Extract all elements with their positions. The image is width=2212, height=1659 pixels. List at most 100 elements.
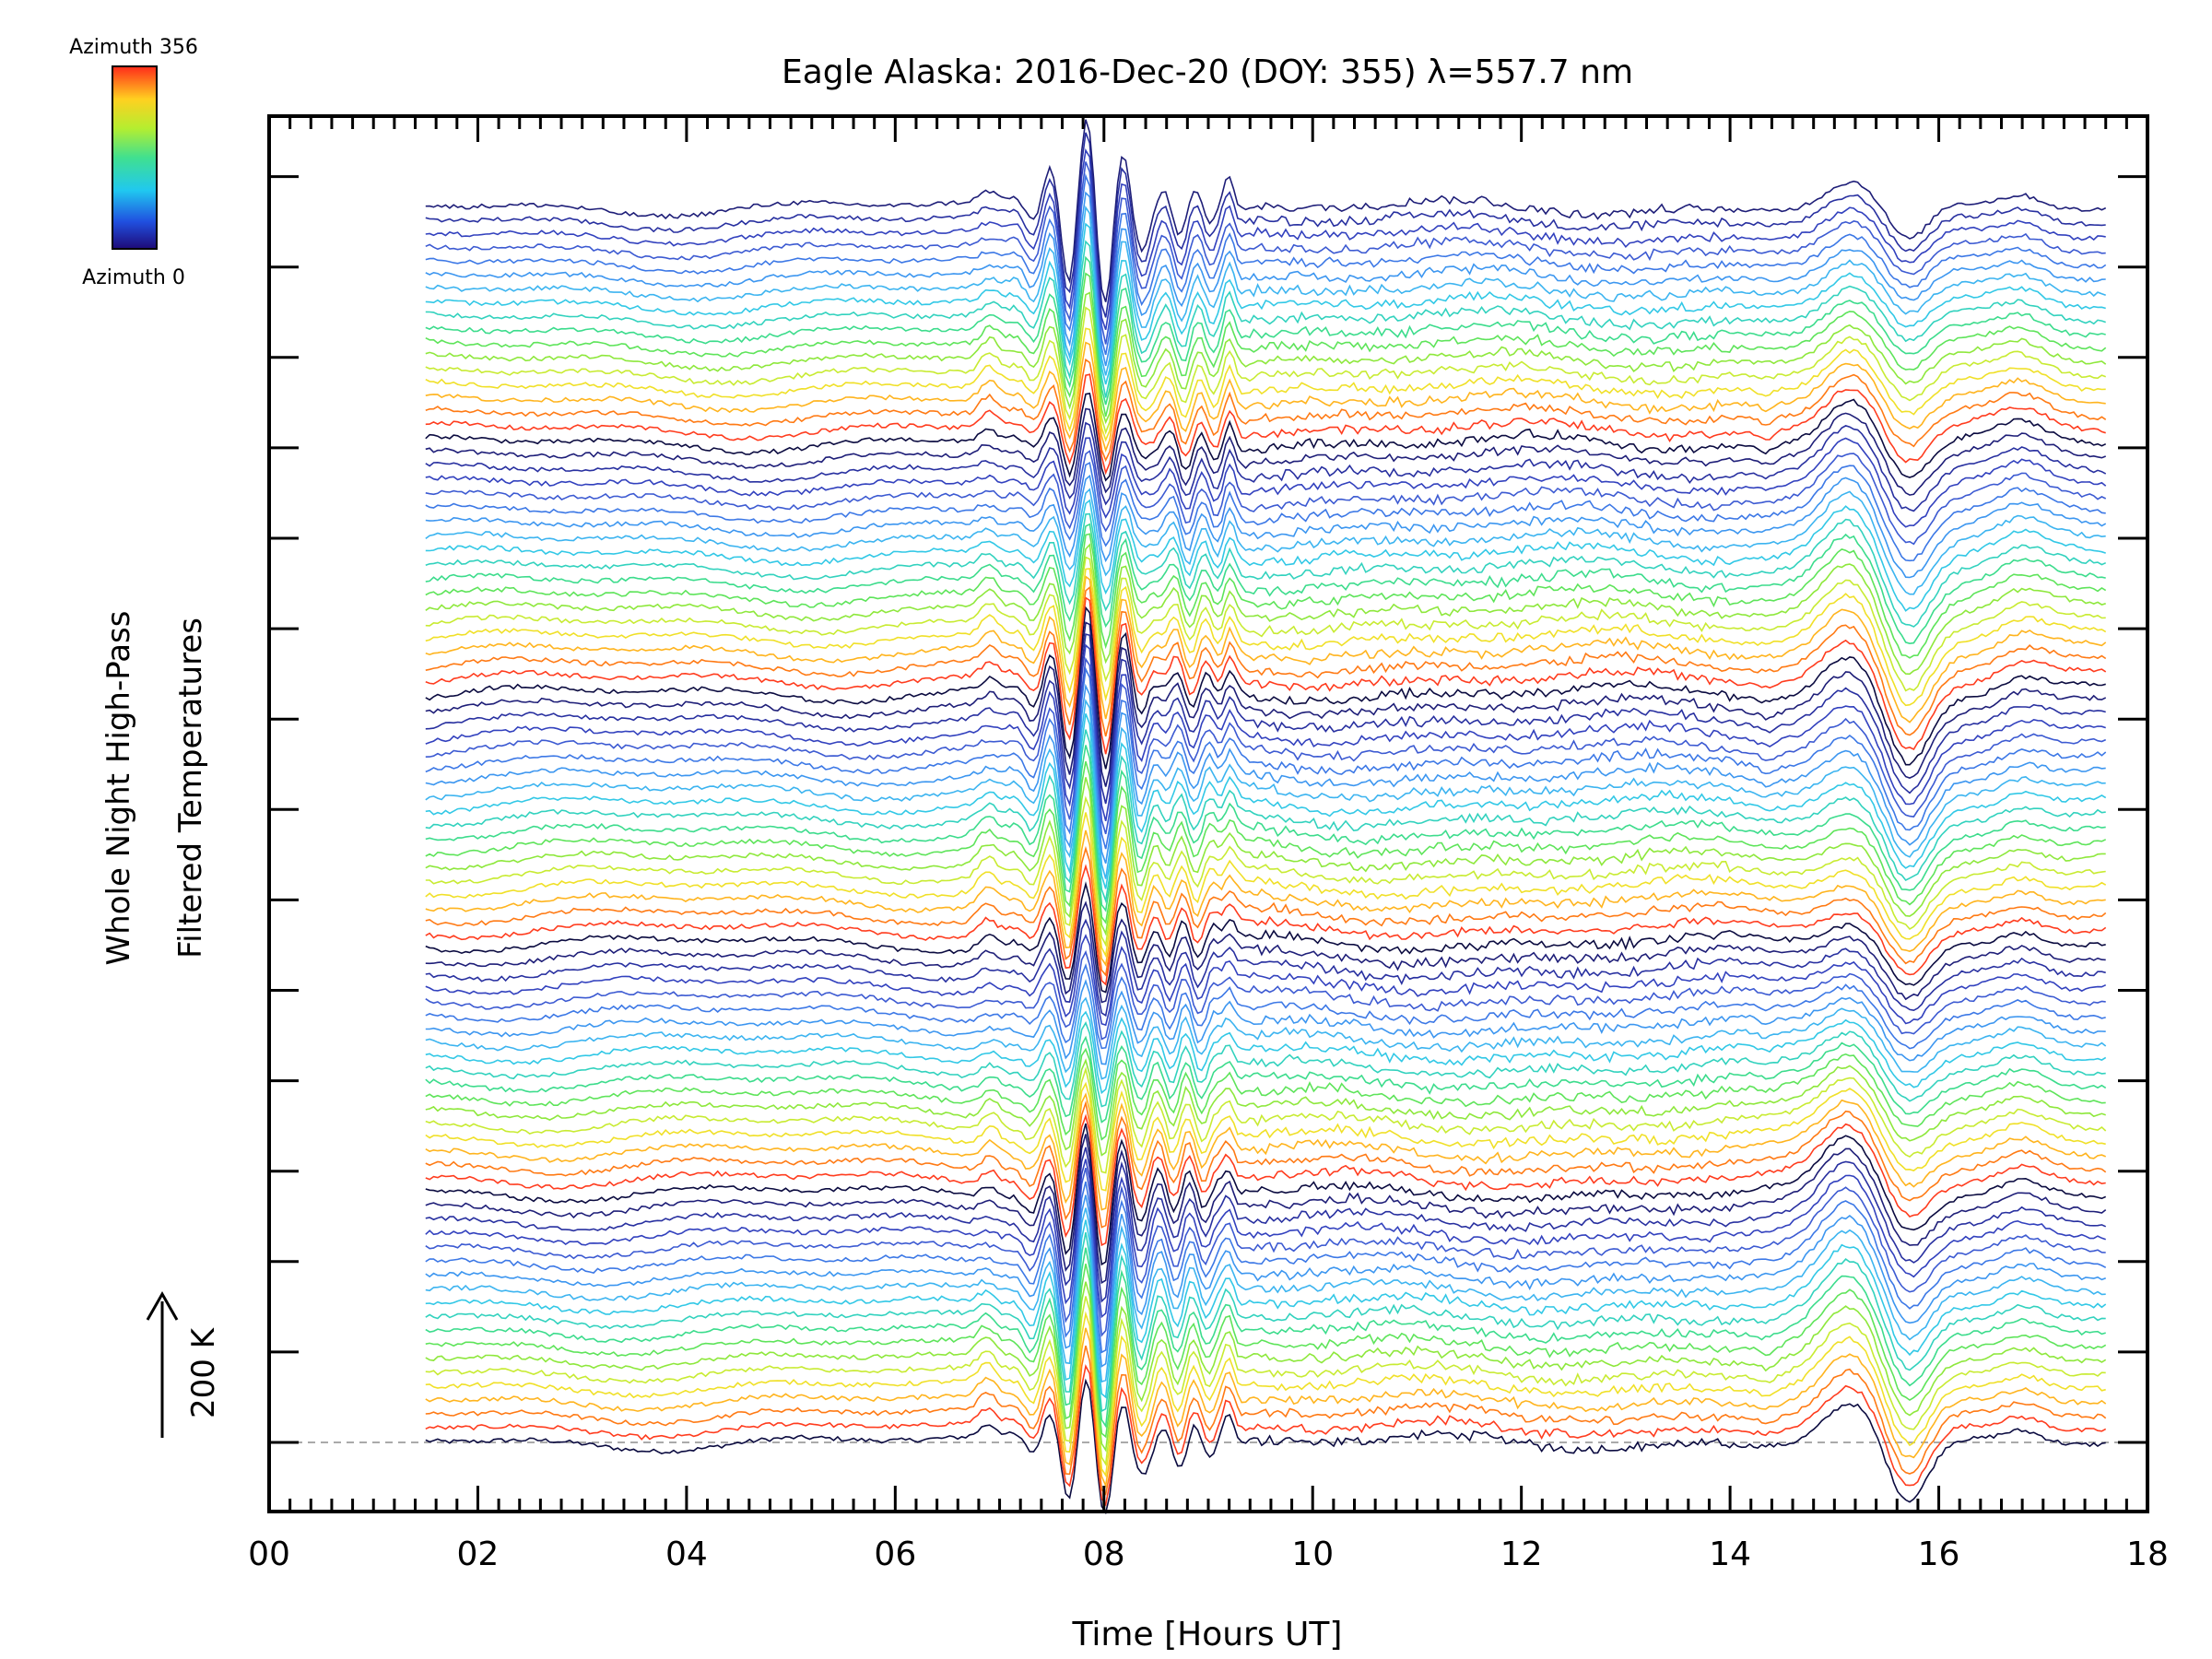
trace-line <box>425 161 2106 345</box>
trace-line <box>425 341 2106 453</box>
trace-line <box>425 729 2106 904</box>
trace-line <box>425 373 2106 476</box>
x-tick-label: 00 <box>248 1535 290 1573</box>
trace-line <box>425 358 2107 463</box>
trace-line <box>425 1327 2107 1488</box>
trace-line <box>425 996 2107 1080</box>
trace-line <box>425 1247 2106 1429</box>
trace-line <box>425 606 2106 770</box>
trace-line <box>425 683 2106 864</box>
y-axis-label-line2: Filtered Temperatures <box>172 618 209 959</box>
trace-line <box>425 1058 2106 1157</box>
trace-line <box>425 474 2107 579</box>
x-tick-label: 14 <box>1709 1535 1751 1573</box>
trace-line <box>425 666 2107 850</box>
trace-line <box>425 1311 2106 1477</box>
trace-line <box>425 1092 2107 1211</box>
trace-line <box>425 1147 2107 1303</box>
trace-line <box>425 1081 2106 1192</box>
trace-line <box>425 643 2106 822</box>
trace-line <box>425 172 2107 356</box>
x-tick-labels: 00 02 04 06 08 10 12 14 16 18 <box>248 1535 2169 1573</box>
trace-line <box>425 963 2106 1050</box>
trace-line <box>425 713 2107 889</box>
trace-line <box>425 845 2107 977</box>
trace-line <box>425 147 2106 330</box>
trace-line <box>425 1296 2106 1466</box>
trace-line <box>425 222 2106 385</box>
trace-line <box>425 1047 2106 1141</box>
trace-line <box>425 191 2106 367</box>
x-tick-label: 02 <box>457 1535 500 1573</box>
trace-line <box>425 1168 2106 1337</box>
trace-group <box>425 119 2107 1515</box>
trace-line <box>425 1207 2106 1383</box>
colorbar-bottom-label: Azimuth 0 <box>82 266 185 289</box>
trace-line <box>425 575 2107 724</box>
x-tick-label: 04 <box>665 1535 708 1573</box>
trace-line <box>425 934 2107 1027</box>
trace-line <box>425 255 2106 406</box>
x-tick-label: 18 <box>2126 1535 2169 1573</box>
trace-line <box>425 656 2107 835</box>
trace-line <box>425 543 2106 676</box>
trace-line <box>425 585 2107 737</box>
trace-line <box>425 1345 2107 1496</box>
trace-line <box>425 499 2106 612</box>
axis-ticks <box>267 116 2149 1512</box>
trace-line <box>425 1123 2107 1266</box>
trace-line <box>425 918 2106 1018</box>
x-tick-label: 06 <box>874 1535 916 1573</box>
trace-line <box>425 523 2106 645</box>
trace-line <box>425 1010 2107 1095</box>
trace-line <box>425 760 2107 924</box>
trace-line <box>425 699 2106 879</box>
trace-line <box>425 1020 2106 1108</box>
trace-line <box>425 512 2107 628</box>
y-axis-label-line1: Whole Night High-Pass <box>100 611 137 966</box>
trace-line <box>425 132 2106 318</box>
trace-line <box>425 1194 2106 1368</box>
trace-line <box>425 979 2106 1065</box>
trace-line <box>425 568 2107 707</box>
trace-line <box>425 830 2106 967</box>
trace-line <box>425 407 2106 496</box>
trace-line <box>425 1066 2107 1174</box>
x-tick-label: 12 <box>1500 1535 1543 1573</box>
trace-line <box>425 949 2106 1041</box>
chart-title: Eagle Alaska: 2016-Dec-20 (DOY: 355) λ=5… <box>782 53 1633 91</box>
trace-line <box>425 795 2106 947</box>
trace-line <box>425 119 2107 302</box>
trace-line <box>425 1231 2106 1413</box>
trace-line <box>425 1100 2107 1229</box>
trace-line <box>425 533 2107 659</box>
trace-line <box>425 1264 2107 1439</box>
trace-line <box>425 306 2106 435</box>
trace-line <box>425 1134 2107 1285</box>
trace-line <box>425 327 2106 442</box>
trace-line <box>425 462 2106 562</box>
trace-line <box>425 437 2107 528</box>
trace-line <box>425 596 2107 755</box>
trace-line <box>425 1378 2106 1515</box>
trace-line <box>425 488 2106 595</box>
x-axis-label: Time [Hours UT] <box>1072 1616 1343 1653</box>
trace-line <box>425 205 2106 376</box>
trace-line <box>425 392 2107 482</box>
scale-label: 200 K <box>185 1326 222 1418</box>
scale-arrow <box>146 1290 179 1438</box>
trace-line <box>425 556 2106 692</box>
trace-line <box>425 272 2107 417</box>
trace-line <box>425 777 2106 936</box>
trace-line <box>425 745 2106 912</box>
trace-line <box>425 1181 2107 1354</box>
trace-line <box>425 900 2106 1004</box>
x-tick-label: 16 <box>1918 1535 1960 1573</box>
trace-line <box>425 240 2106 398</box>
x-tick-label: 10 <box>1291 1535 1334 1573</box>
trace-line <box>425 421 2107 512</box>
x-tick-label: 08 <box>1083 1535 1125 1573</box>
trace-line <box>425 1363 2107 1507</box>
trace-line <box>425 812 2107 959</box>
